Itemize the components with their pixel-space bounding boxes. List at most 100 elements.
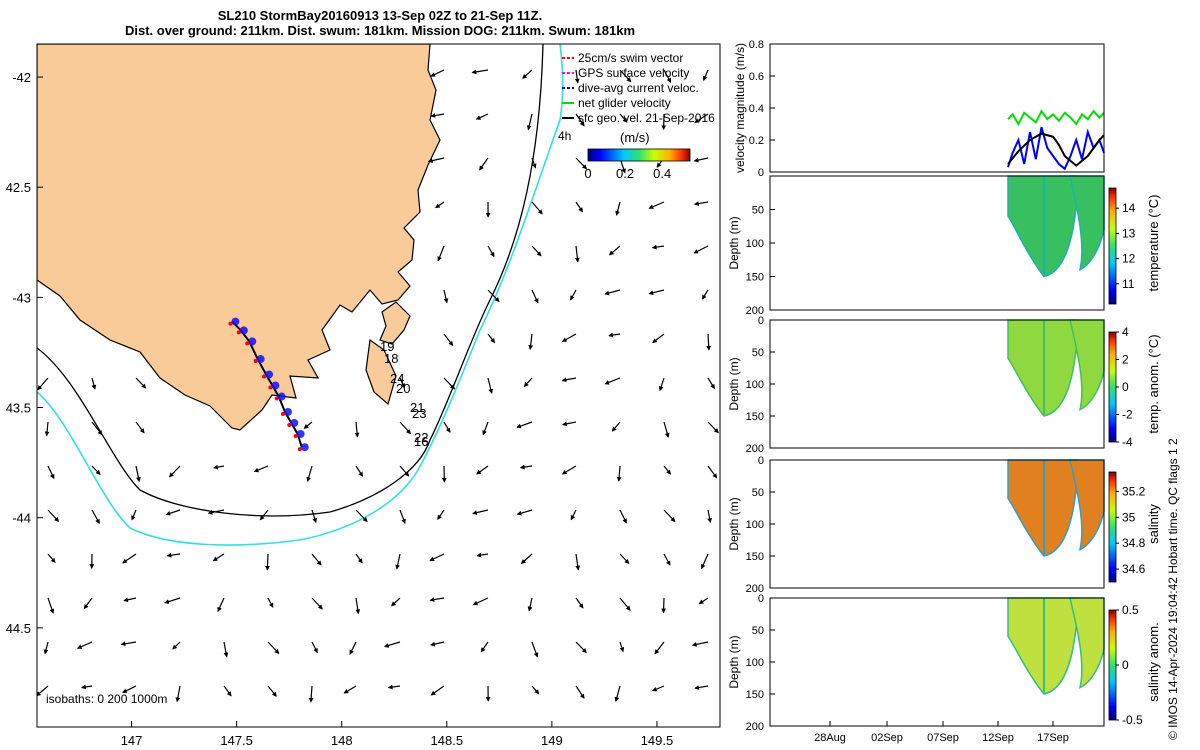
- current-vector: [91, 421, 103, 436]
- current-vector: [383, 641, 401, 648]
- section-fill: [1069, 175, 1105, 272]
- colorbar-tick-label: 14: [1122, 201, 1136, 215]
- current-vector: [476, 552, 489, 558]
- current-vector: [311, 597, 323, 610]
- current-vector: [168, 465, 181, 478]
- current-vector: [267, 641, 280, 654]
- swim-vector-marker: [297, 447, 302, 452]
- panel-frame: [769, 597, 1105, 727]
- map-y-tick-label: -43: [12, 290, 31, 305]
- colorbar-tick-label: 35.2: [1122, 484, 1146, 498]
- current-vector: [616, 465, 622, 482]
- depth-y-label: Depth (m): [727, 216, 741, 269]
- current-vector: [311, 509, 317, 524]
- map-y-tick-label: -42: [12, 70, 31, 85]
- depth-y-tick-label: 0: [758, 315, 764, 327]
- current-vector: [76, 641, 93, 649]
- current-vector: [437, 245, 445, 262]
- track-day-label: 19: [380, 339, 394, 354]
- current-vector: [399, 465, 410, 477]
- current-vector: [531, 685, 540, 695]
- current-vector: [47, 465, 55, 480]
- map-y-tick-label: -44: [12, 511, 31, 526]
- current-vector: [311, 641, 318, 654]
- depth-y-tick-label: 50: [752, 487, 764, 499]
- land-island: [365, 338, 397, 406]
- panel-2: 50 100 150 200 Depth (m) 11 12 13 14 temperature …: [727, 175, 1161, 317]
- footer-note: © IMOS 14-Apr-2024 19:04:42 Hobart time.…: [1166, 438, 1180, 740]
- current-vector: [43, 641, 49, 655]
- colorbar-tick-label: 4: [1122, 325, 1129, 339]
- current-vector: [619, 69, 632, 83]
- current-vector: [472, 509, 489, 515]
- current-vector: [399, 377, 405, 389]
- current-vector: [165, 509, 181, 516]
- current-vector: [707, 509, 712, 524]
- map-colorbar: [587, 148, 691, 162]
- velocity-y-tick-label: 0.2: [749, 135, 764, 147]
- section-fill: [1069, 597, 1105, 689]
- dive-current-marker: [239, 326, 248, 335]
- current-vector: [306, 465, 313, 482]
- depth-y-tick-label: 0: [758, 593, 764, 605]
- depth-y-tick-label: 0: [758, 455, 764, 467]
- swim-vector-marker: [236, 330, 241, 335]
- panel-frame: [769, 43, 1105, 173]
- map-y-tick-label: 44.5: [6, 621, 31, 636]
- colorbar-title: salinity anom.: [1146, 622, 1161, 701]
- current-vector: [663, 69, 672, 84]
- current-vector: [574, 245, 580, 263]
- current-vector: [430, 641, 445, 647]
- current-vector: [122, 685, 137, 694]
- colorbar: [1108, 331, 1117, 443]
- current-vector: [91, 377, 97, 390]
- track-day-label: 22: [414, 430, 428, 445]
- current-vector: [698, 597, 709, 605]
- current-vector: [561, 465, 577, 475]
- current-vector: [693, 201, 709, 206]
- current-vector: [523, 377, 533, 388]
- panel-frame: [769, 175, 1105, 311]
- current-vector: [37, 685, 49, 697]
- depth-y-tick-label: 50: [752, 347, 764, 359]
- current-vector: [213, 464, 225, 470]
- date-x-tick-label: 12Sep: [982, 732, 1014, 744]
- swim-vector-marker: [245, 341, 250, 346]
- current-vector: [354, 421, 360, 438]
- isobaths-label: isobaths: 0 200 1000m: [46, 692, 167, 706]
- depth-y-tick-label: 50: [752, 205, 764, 217]
- figure-title: SL210 StormBay20160913 13-Sep 02Z to 21-…: [0, 8, 760, 38]
- swim-vector-marker: [287, 422, 292, 427]
- surface-current-vectors: [37, 69, 719, 703]
- colorbar: [1108, 609, 1117, 721]
- colorbar-tick-label: 12: [1122, 252, 1136, 266]
- section-fill: [1069, 459, 1105, 551]
- current-vector: [430, 685, 445, 696]
- depth-y-tick-label: 100: [746, 238, 764, 250]
- velocity-y-label: velocity magnitude (m/s): [733, 43, 747, 173]
- current-vector: [217, 597, 225, 613]
- velocity-series: [1007, 126, 1105, 171]
- current-vector: [91, 465, 101, 475]
- current-vector: [531, 245, 542, 257]
- map-x-tick-label: 149.5: [641, 733, 674, 748]
- colorbar-tick-label: -4: [1122, 435, 1133, 449]
- current-vector: [207, 509, 225, 515]
- current-vector: [267, 597, 274, 608]
- current-vector: [519, 464, 533, 470]
- current-vector: [570, 509, 577, 521]
- legend-label: 25cm/s swim vector: [578, 51, 683, 65]
- velocity-y-tick-label: 0.4: [749, 103, 764, 115]
- swim-vector-marker: [262, 374, 267, 379]
- date-x-tick-label: 02Sep: [871, 732, 903, 744]
- land-mass: [37, 44, 441, 431]
- colorbar-tick-label: 0.4: [653, 166, 671, 181]
- current-vector: [120, 641, 137, 647]
- legend-label: GPS surface velocity: [578, 66, 689, 80]
- legend-time-label: 4h: [558, 129, 571, 143]
- velocity-series: [1007, 109, 1105, 127]
- current-vector: [658, 377, 665, 392]
- current-vector: [575, 157, 588, 170]
- velocity-series: [1007, 132, 1105, 167]
